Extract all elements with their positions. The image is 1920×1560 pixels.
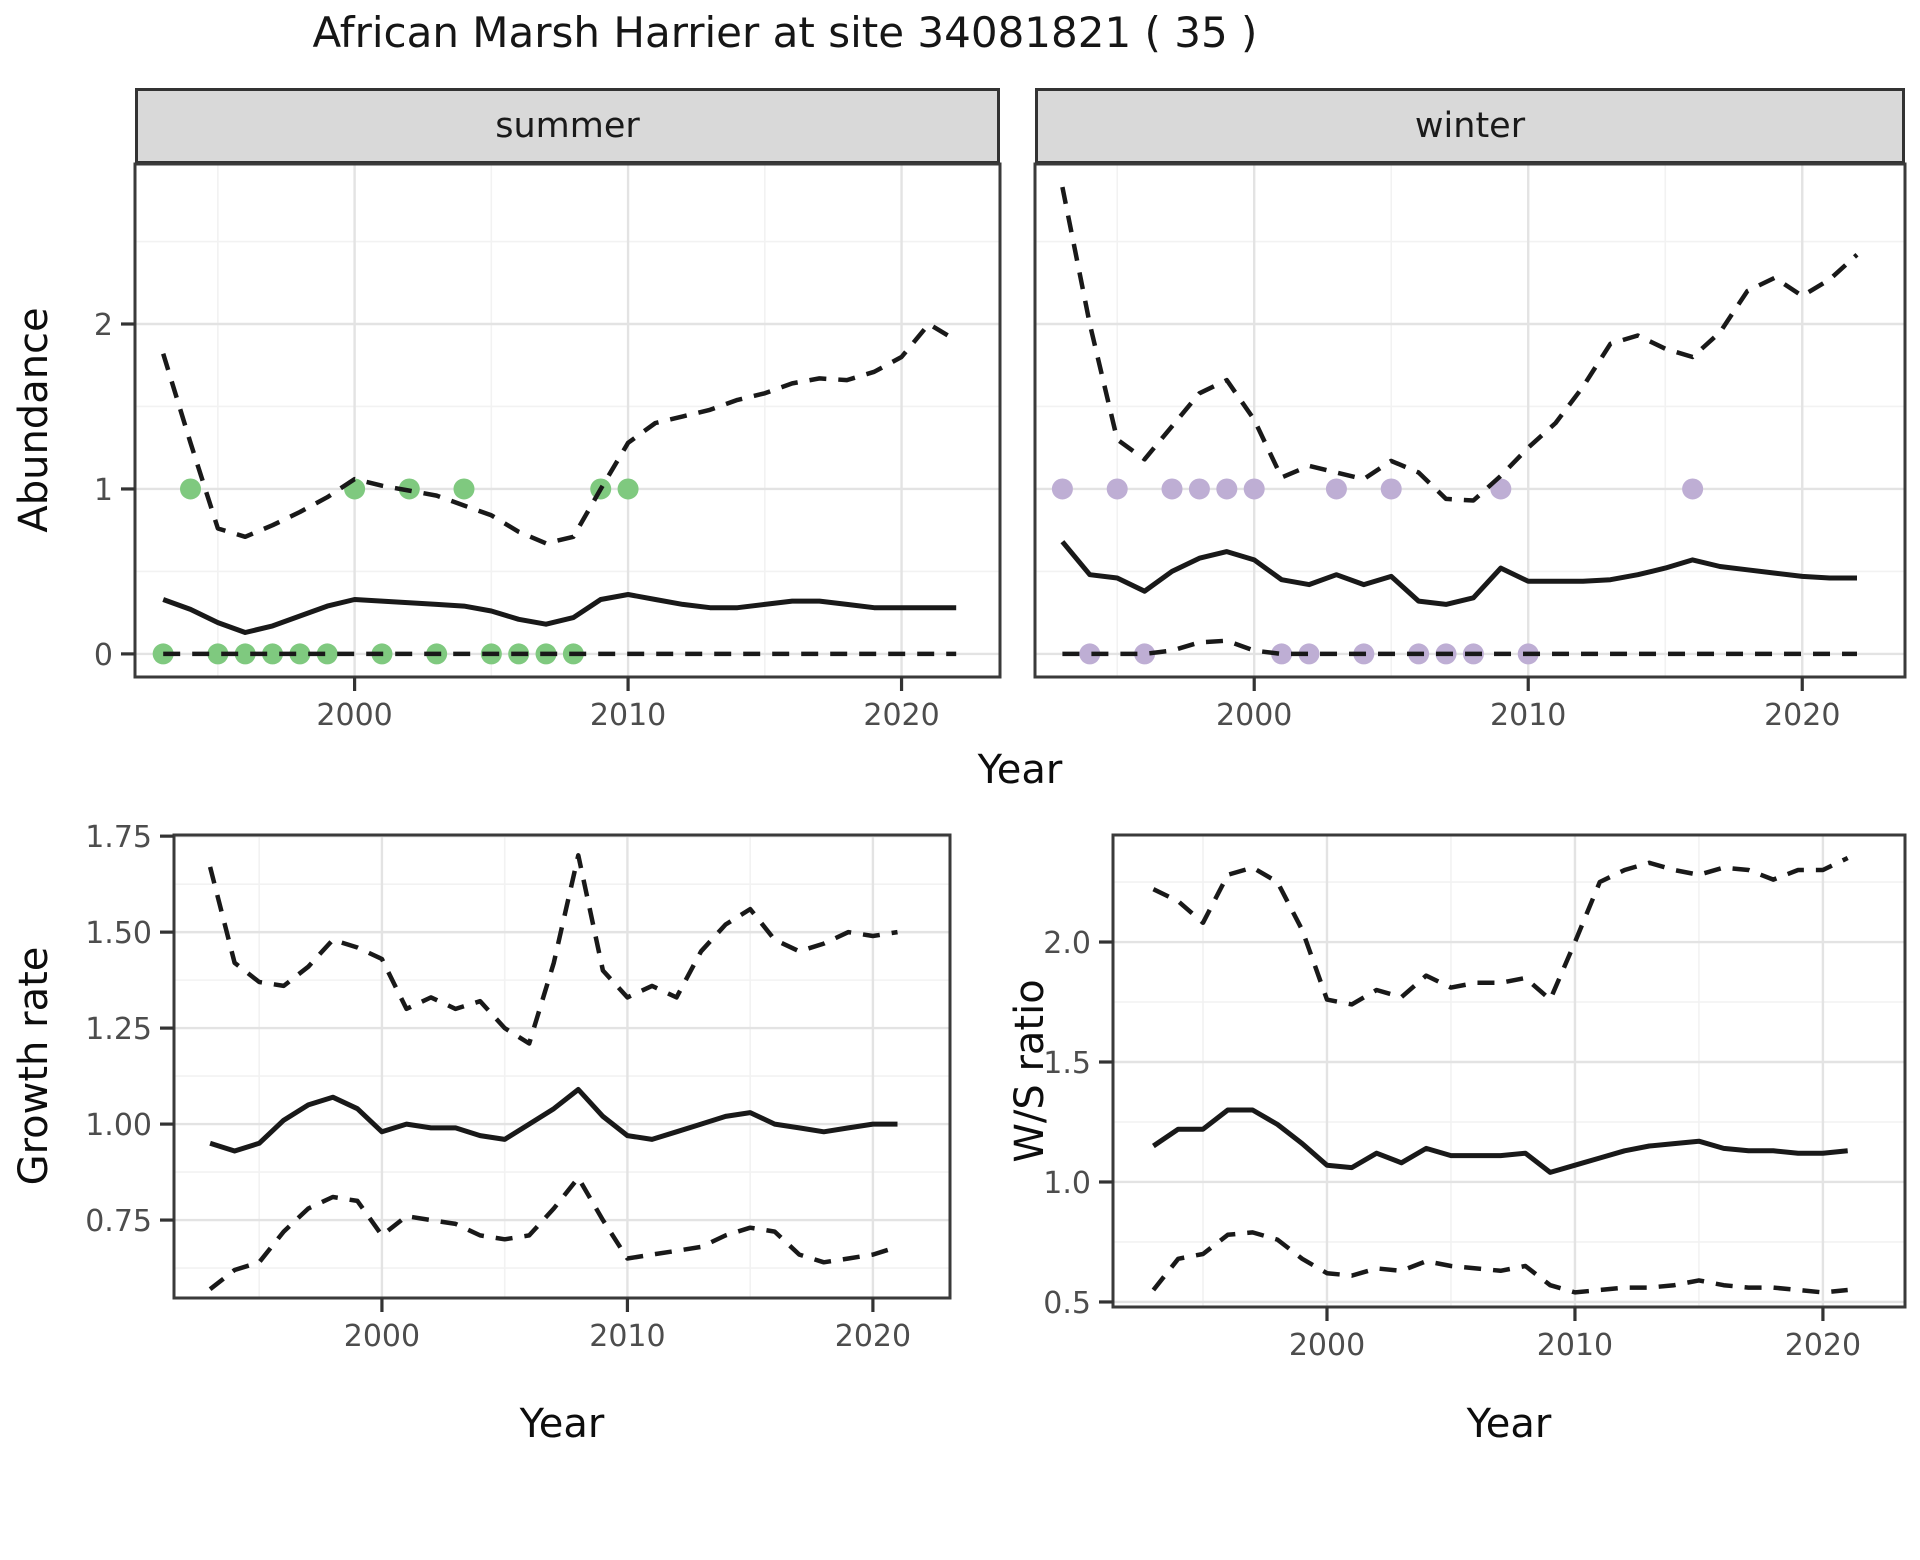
x-tick-label: 2020 [1764,698,1840,733]
data-point-observed_presence [1188,478,1210,500]
x-tick-label: 2000 [1216,698,1292,733]
panel-border [133,162,1002,679]
series-line-mean [162,592,957,635]
panel-ws_ratio: 2000 2010 2020 0.5 1.0 1.5 2.0 [1043,833,1907,1363]
x-axis-title-year-growth: Year [519,1401,605,1447]
data-point-observed_presence [1490,478,1512,500]
panel-border [172,833,952,1300]
x-tick-label: 2010 [590,698,666,733]
y-tick-label: 1.00 [85,1108,152,1143]
panel-background [1113,835,1905,1307]
panel-border [1033,162,1907,679]
data-point-observed_presence [1380,478,1402,500]
series-line-ci_lower [208,1175,899,1291]
x-axis-title-year-top: Year [977,747,1063,793]
x-tick-label: 2000 [1289,1328,1365,1363]
data-point-observed_presence [1161,478,1183,500]
y-tick-label: 1.0 [1043,1166,1091,1201]
data-point-observed_presence [1106,478,1128,500]
data-point-observed_presence [453,478,475,500]
series-line-ci_upper [1060,186,1859,503]
y-axis-title-abundance: Abundance [11,307,57,533]
data-point-observed_presence [234,643,256,665]
data-point-observed_presence [617,478,639,500]
data-point-observed_presence [1079,643,1101,665]
panel-background [1035,164,1905,677]
y-tick-label: 0.5 [1043,1286,1091,1321]
series-line-mean [1151,1107,1848,1175]
x-tick-label: 2000 [316,698,392,733]
x-tick-label: 2020 [863,698,939,733]
panel-border [1111,833,1907,1309]
panel-background [174,835,950,1298]
y-tick-label: 2 [94,308,113,343]
panel-abundance_winter: 2000 2010 2020 [1033,162,1907,733]
data-point-observed_presence [262,643,284,665]
series-line-ci_lower [1151,1230,1848,1295]
series-line-ci_upper [161,321,958,546]
data-point-observed_presence [289,643,311,665]
panel-abundance_summer: 2000 2010 2020 0 1 2 [94,162,1002,733]
x-tick-label: 2010 [1537,1328,1613,1363]
data-point-observed_presence [180,478,202,500]
x-tick-label: 2010 [1490,698,1566,733]
y-tick-label: 0 [94,638,113,673]
panel-growth_rate: 2000 2010 2020 0.75 1.00 1.25 1.50 1.75 [85,820,952,1354]
y-tick-label: 1 [94,473,113,508]
series-line-mean [209,1087,898,1154]
x-tick-label: 2020 [1785,1328,1861,1363]
y-tick-label: 1.25 [85,1012,152,1047]
data-point-observed_presence [1682,478,1704,500]
facet-strip-winter-label: winter [1414,106,1526,146]
data-point-observed_presence [1325,478,1347,500]
data-point-observed_presence [1216,478,1238,500]
data-point-observed_presence [1298,643,1320,665]
y-tick-label: 1.5 [1043,1046,1091,1081]
y-tick-label: 0.75 [85,1204,152,1239]
x-tick-label: 2000 [344,1319,420,1354]
data-point-observed_presence [152,643,174,665]
data-point-observed_presence [207,643,229,665]
x-tick-label: 2020 [835,1319,911,1354]
x-tick-label: 2010 [589,1319,665,1354]
series-line-mean [1060,540,1857,607]
plot-title: African Marsh Harrier at site 34081821 (… [312,8,1258,57]
data-point-observed_presence [1243,478,1265,500]
y-tick-label: 2.0 [1043,926,1091,961]
facet-strip-summer-label: summer [495,106,640,146]
data-point-observed_presence [316,643,338,665]
series-line-ci_upper [1152,855,1849,1007]
y-axis-title-growth-rate: Growth rate [11,946,57,1186]
data-point-observed_presence [1051,478,1073,500]
y-tick-label: 1.75 [85,820,152,855]
x-axis-title-year-ws: Year [1466,1401,1552,1447]
y-axis-title-ws-ratio: W/S ratio [1007,979,1053,1163]
series-line-ci_upper [207,853,898,1046]
facet-strip-summer: summer [135,88,1000,164]
y-tick-label: 1.50 [85,916,152,951]
data-point-observed_presence [1134,643,1156,665]
panel-background [135,164,1000,677]
data-point-observed_presence [1271,643,1293,665]
facet-strip-winter: winter [1035,88,1905,164]
